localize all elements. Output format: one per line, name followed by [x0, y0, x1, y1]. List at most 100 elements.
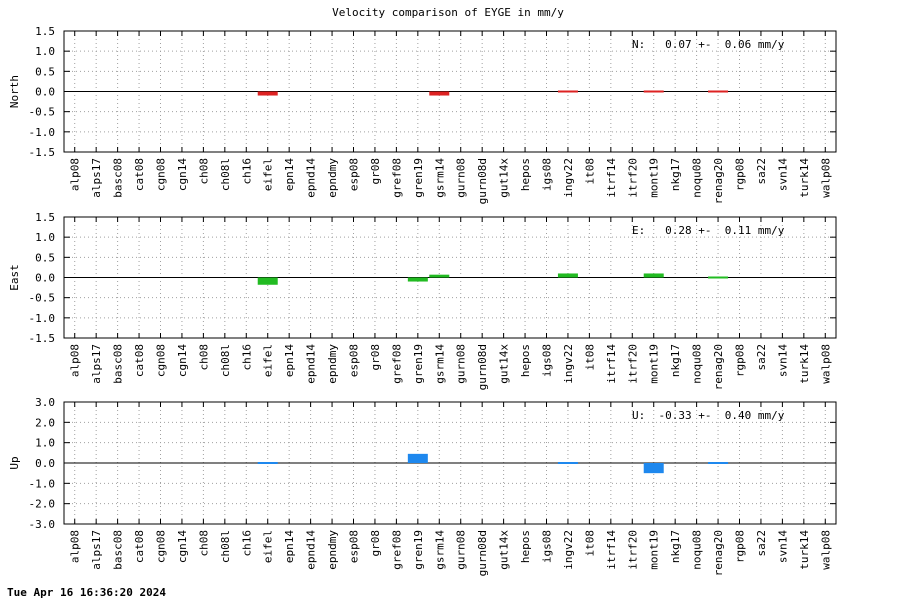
x-tick-label: epnd14 [305, 344, 318, 384]
x-tick-label: sa22 [755, 158, 768, 185]
x-tick-label: ch08 [197, 344, 210, 371]
x-tick-label: sa22 [755, 344, 768, 371]
bar-eifel [257, 462, 278, 464]
y-tick-label: 2.0 [35, 416, 55, 429]
bar-gsrm14 [429, 274, 450, 278]
summary-annotation: U: -0.33 +- 0.40 mm/y [632, 409, 785, 422]
x-tick-label: gurn08d [476, 344, 489, 390]
x-tick-label: ingv22 [562, 344, 575, 384]
x-tick-label: gsrm14 [433, 158, 446, 198]
y-tick-label: 0.5 [35, 65, 55, 78]
bar-renag20 [708, 462, 729, 464]
bar-mont19 [643, 90, 664, 93]
x-tick-label: epndmy [326, 344, 339, 384]
x-tick-label: ch08l [219, 344, 232, 377]
x-tick-label: itrf14 [605, 530, 618, 570]
x-tick-label: turk14 [798, 344, 811, 384]
x-tick-label: gut14x [498, 530, 511, 570]
x-tick-label: renag20 [712, 158, 725, 204]
x-tick-label: noqu08 [691, 530, 704, 570]
x-tick-label: epndmy [326, 530, 339, 570]
x-tick-label: gref08 [390, 530, 403, 570]
x-tick-label: epndmy [326, 158, 339, 198]
y-tick-label: -0.5 [29, 106, 56, 119]
bar-gren19 [407, 453, 428, 463]
x-tick-label: esp08 [348, 158, 361, 191]
x-tick-label: ingv22 [562, 530, 575, 570]
bar-eifel [257, 91, 278, 96]
x-tick-label: alps17 [90, 158, 103, 198]
y-tick-label: 0.5 [35, 251, 55, 264]
bar-gsrm14 [429, 91, 450, 96]
x-tick-label: cgn08 [155, 530, 168, 563]
y-tick-label: 0.0 [35, 457, 55, 470]
x-tick-label: svn14 [776, 158, 789, 191]
chart-title: Velocity comparison of EYGE in mm/y [332, 6, 564, 19]
x-tick-label: alps17 [90, 530, 103, 570]
x-tick-label: itrf14 [605, 344, 618, 384]
bar-eifel [257, 277, 278, 285]
x-tick-label: eifel [262, 158, 275, 191]
x-tick-label: esp08 [348, 344, 361, 377]
timestamp: Tue Apr 16 16:36:20 2024 [7, 586, 166, 599]
plot-frame [63, 401, 837, 525]
x-tick-label: cat08 [133, 158, 146, 191]
x-tick-label: alp08 [69, 530, 82, 563]
x-tick-label: hepos [519, 344, 532, 377]
y-axis-label: North [8, 75, 21, 108]
x-tick-label: cgn08 [155, 158, 168, 191]
y-tick-label: 3.0 [35, 396, 55, 409]
x-tick-label: svn14 [776, 530, 789, 563]
x-tick-label: eifel [262, 344, 275, 377]
x-tick-label: gurn08 [455, 344, 468, 384]
x-tick-label: gurn08 [455, 530, 468, 570]
x-tick-label: gref08 [390, 344, 403, 384]
x-tick-label: ch16 [240, 530, 253, 557]
bar-ingv22 [557, 462, 578, 464]
x-tick-label: mont19 [648, 344, 661, 384]
x-tick-label: igs08 [541, 530, 554, 563]
summary-annotation: N: 0.07 +- 0.06 mm/y [632, 38, 785, 51]
x-tick-label: basc08 [112, 344, 125, 384]
x-tick-label: ingv22 [562, 158, 575, 198]
x-tick-label: renag20 [712, 344, 725, 390]
x-tick-label: cgn14 [176, 344, 189, 377]
x-tick-label: basc08 [112, 158, 125, 198]
x-tick-label: epn14 [283, 158, 296, 191]
y-tick-label: 1.5 [35, 211, 55, 224]
x-tick-label: cgn14 [176, 530, 189, 563]
x-tick-label: nkg17 [669, 344, 682, 377]
x-tick-label: rgp08 [734, 530, 747, 563]
x-tick-label: gurn08d [476, 158, 489, 204]
y-axis-label: Up [8, 456, 21, 469]
x-tick-label: cat08 [133, 344, 146, 377]
x-tick-label: igs08 [541, 158, 554, 191]
y-tick-label: 1.0 [35, 231, 55, 244]
y-tick-label: -3.0 [29, 518, 56, 531]
x-tick-label: nkg17 [669, 530, 682, 563]
x-tick-label: epn14 [283, 530, 296, 563]
plot-frame [63, 30, 837, 153]
y-tick-label: -1.5 [29, 332, 56, 345]
x-tick-label: epnd14 [305, 158, 318, 198]
x-tick-label: basc08 [112, 530, 125, 570]
bar-ingv22 [557, 273, 578, 278]
x-tick-label: turk14 [798, 158, 811, 198]
x-tick-label: gr08 [369, 158, 382, 185]
y-tick-label: -1.0 [29, 312, 56, 325]
x-tick-label: ch08l [219, 158, 232, 191]
x-tick-label: sa22 [755, 530, 768, 557]
x-tick-label: alp08 [69, 158, 82, 191]
x-tick-label: epnd14 [305, 530, 318, 570]
bar-mont19 [643, 463, 664, 474]
y-tick-label: 1.0 [35, 437, 55, 450]
x-tick-label: noqu08 [691, 158, 704, 198]
x-tick-label: ch16 [240, 158, 253, 185]
x-tick-label: ch08 [197, 158, 210, 185]
x-tick-label: itrf20 [626, 344, 639, 384]
x-tick-label: gref08 [390, 158, 403, 198]
x-tick-label: itrf20 [626, 530, 639, 570]
x-tick-label: ch08l [219, 530, 232, 563]
x-tick-label: noqu08 [691, 344, 704, 384]
